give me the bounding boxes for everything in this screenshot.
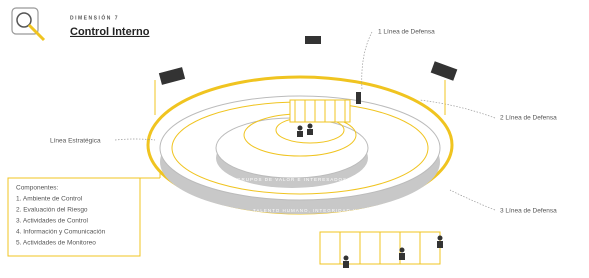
inner-top (216, 118, 368, 178)
line-label: Línea Estratégica (50, 138, 101, 145)
ring-label: TALENTO HUMANO, INTEGRIDAD Y CULTURA (253, 208, 387, 213)
pillars (320, 232, 440, 264)
line-label: 3 Línea de Defensa (500, 208, 557, 215)
book-icon (431, 61, 458, 80)
component-item: 3. Actividades de Control (16, 218, 88, 225)
ring-label: GRUPOS DE VALOR E INTERESADOS (237, 177, 347, 182)
camera-icon (305, 36, 321, 44)
magnifier-icon (12, 8, 44, 40)
components-title: Componentes: (16, 185, 58, 192)
kicker: DIMENSIÓN 7 (70, 13, 119, 21)
connector (450, 190, 495, 210)
book-icon (159, 67, 185, 85)
building (290, 100, 350, 122)
diagram: DIMENSIÓN 7 Control Interno GRUPOS DE VA… (0, 0, 589, 278)
title: Control Interno (70, 26, 150, 38)
component-item: 1. Ambiente de Control (16, 196, 83, 203)
component-item: 5. Actividades de Monitoreo (16, 240, 96, 247)
line-label: 1 Línea de Defensa (378, 29, 435, 36)
connector (362, 32, 372, 90)
component-item: 2. Evaluación del Riesgo (16, 207, 88, 214)
line-label: 2 Línea de Defensa (500, 115, 557, 122)
component-item: 4. Información y Comunicación (16, 229, 106, 236)
